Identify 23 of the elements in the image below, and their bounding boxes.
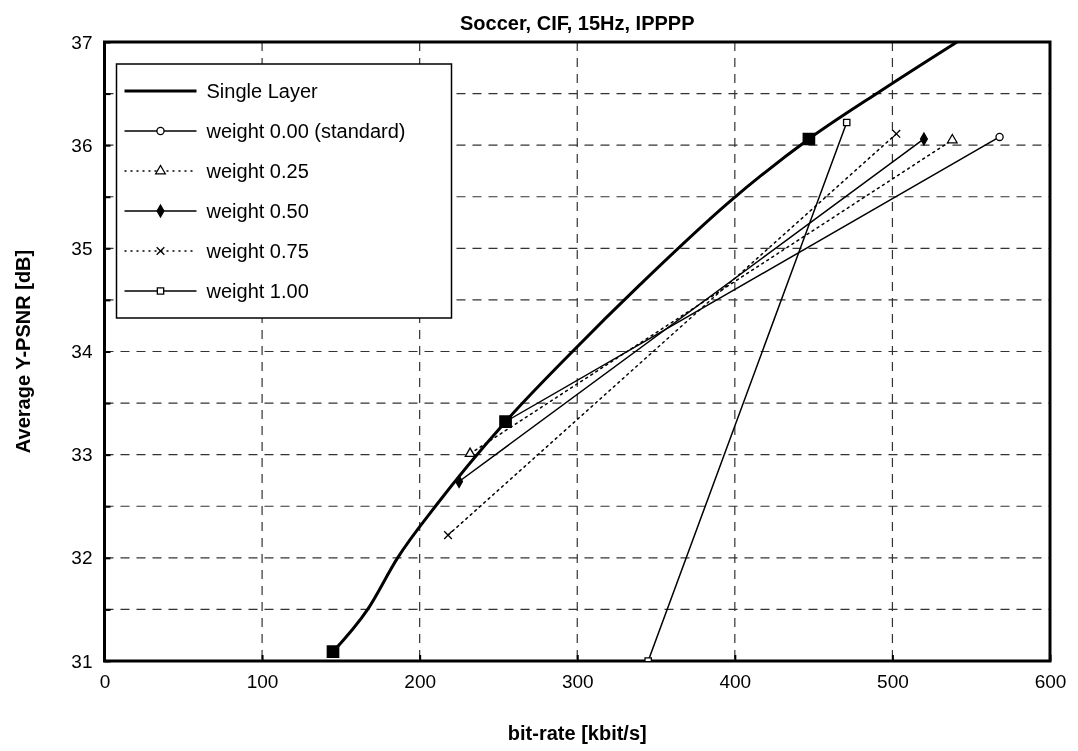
y-tick-label: 35 — [71, 237, 93, 259]
y-tick-label: 34 — [71, 341, 93, 363]
legend-label: weight 1.00 — [205, 280, 309, 302]
x-tick-label: 400 — [719, 671, 752, 693]
legend-label: weight 0.00 (standard) — [205, 120, 406, 142]
legend-label: weight 0.50 — [205, 200, 309, 222]
x-tick-label: 300 — [561, 671, 594, 693]
chart-title: Soccer, CIF, 15Hz, IPPPP — [459, 12, 695, 34]
legend-label: weight 0.75 — [205, 240, 309, 262]
x-tick-label: 0 — [99, 671, 111, 693]
x-tick-label: 600 — [1034, 671, 1067, 693]
y-tick-label: 37 — [71, 31, 93, 53]
legend-label: weight 0.25 — [205, 160, 309, 182]
y-tick-label: 33 — [71, 444, 93, 466]
legend-label: Single Layer — [206, 80, 319, 102]
y-tick-label: 31 — [71, 650, 93, 672]
y-tick-label: 32 — [71, 547, 93, 569]
y-axis-title: Average Y-PSNR [dB] — [12, 249, 34, 454]
y-tick-label: 36 — [71, 134, 93, 156]
x-tick-label: 200 — [404, 671, 437, 693]
x-tick-label: 500 — [877, 671, 909, 693]
x-tick-label: 100 — [246, 671, 279, 693]
x-axis-title: bit-rate [kbit/s] — [507, 722, 647, 744]
